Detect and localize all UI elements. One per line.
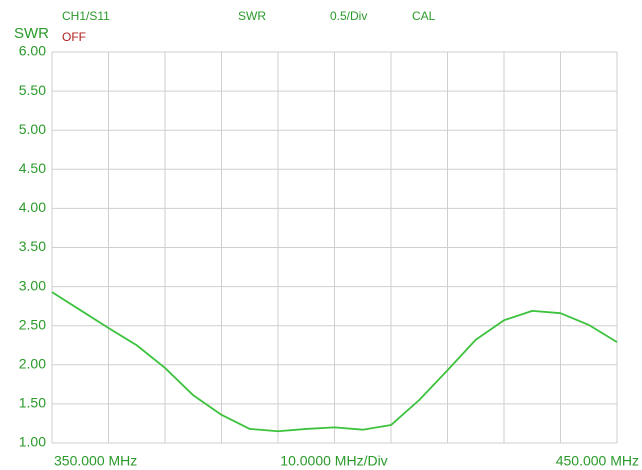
y-tick-label: 1.00 xyxy=(19,434,46,450)
y-axis-label: SWR xyxy=(14,25,49,42)
format-label: SWR xyxy=(238,9,266,23)
y-tick-label: 5.00 xyxy=(19,121,46,137)
y-tick-label: 3.00 xyxy=(19,277,46,293)
y-tick-label: 5.50 xyxy=(19,82,46,98)
swr-trace xyxy=(51,291,618,433)
y-tick-label: 4.00 xyxy=(19,199,46,215)
channel-label: CH1/S11 xyxy=(62,9,110,23)
x-div-label: 10.0000 MHz/Div xyxy=(280,453,387,469)
y-tick-label: 2.00 xyxy=(19,356,46,372)
x-tick-label: 450.000 MHz xyxy=(556,453,639,469)
y-tick-label: 4.50 xyxy=(19,160,46,176)
cal-label: CAL xyxy=(412,9,436,23)
scale-label: 0.5/Div xyxy=(330,9,367,23)
y-tick-label: 6.00 xyxy=(19,43,46,59)
x-tick-label: 350.000 MHz xyxy=(54,453,137,469)
status-label: OFF xyxy=(62,30,86,44)
y-tick-label: 2.50 xyxy=(19,316,46,332)
y-tick-label: 3.50 xyxy=(19,238,46,254)
y-tick-label: 1.50 xyxy=(19,395,46,411)
